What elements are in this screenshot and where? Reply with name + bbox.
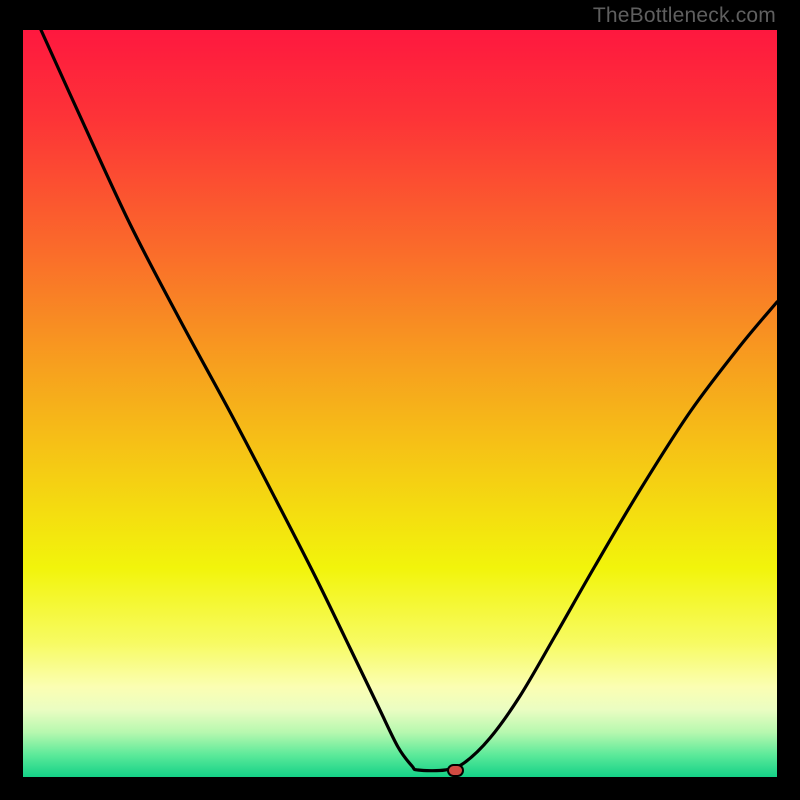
curve-path <box>41 30 777 771</box>
chart-frame: TheBottleneck.com <box>0 0 800 800</box>
optimum-marker <box>447 764 464 777</box>
watermark-text: TheBottleneck.com <box>593 4 776 28</box>
bottleneck-curve <box>23 30 777 777</box>
plot-area <box>23 30 777 777</box>
